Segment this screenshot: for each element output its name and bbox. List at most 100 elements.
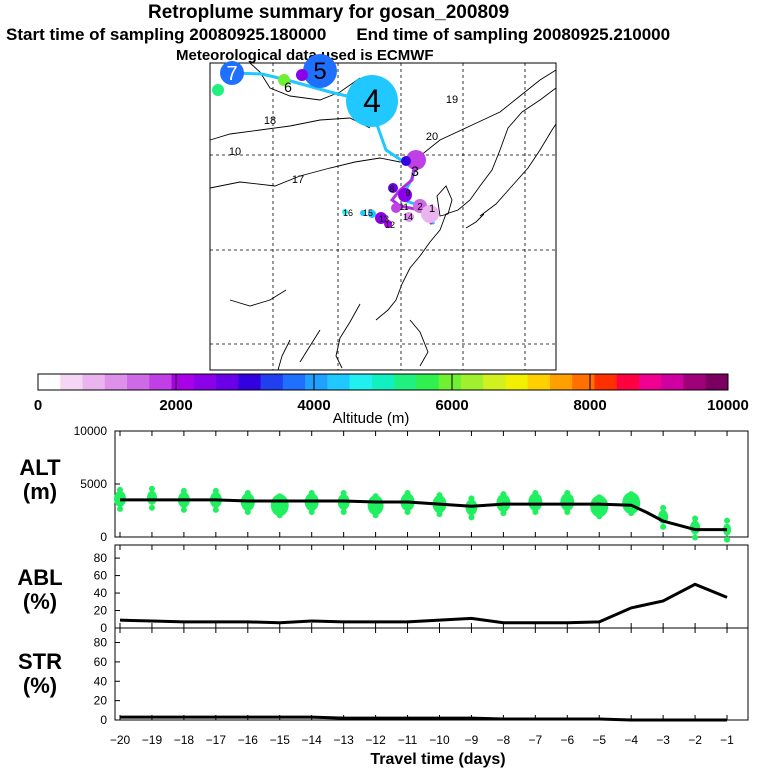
altitude-point-spread [340,509,347,516]
altitude-point-spread [148,485,155,492]
x-tick-label: −18 [174,733,195,747]
colorbar-swatch [683,374,707,390]
colorbar-swatch [572,374,595,390]
x-axis-label: Travel time (days) [370,751,505,768]
altitude-point-spread [564,509,571,516]
altitude-point-spread [596,494,603,501]
altitude-point-spread [212,506,219,513]
country-border [209,117,371,141]
x-tick-label: −19 [142,733,163,747]
map-label-20: 20 [426,131,438,143]
y-tick-label: 0 [100,713,107,727]
x-tick-label: −11 [398,733,418,747]
start-time-label: Start time of sampling 20080925.180000 [6,25,327,44]
panel-frame [114,627,749,721]
colorbar-frame [37,373,729,391]
altitude-point-spread [692,515,699,522]
plume-point-16 [342,209,348,215]
colorbar-swatch [216,374,239,390]
river-border [229,289,287,307]
map-label-15: 15 [363,208,373,218]
x-tick-label: −10 [429,733,450,747]
map-label-19: 19 [446,94,458,106]
altitude-point-spread [532,490,539,497]
colorbar-swatch [282,374,306,390]
altitude-point-spread [436,492,443,499]
map-label-2: 2 [417,202,423,213]
y-tick-label: 20 [94,604,108,618]
x-tick-label: −1 [720,733,734,747]
map-plume-labels: 7 5 4 6 3 19 20 10 17 18 15 16 13 14 12 11 8 92 1 [226,58,458,230]
altitude-point-spread [308,490,315,497]
x-tick-label: −17 [206,733,227,747]
coastline-japan [465,123,557,229]
alt-panel-label: ALT (m) [12,456,68,504]
altitude-point-spread [500,491,507,498]
colorbar-tick-label: 4000 [297,397,330,414]
colorbar-swatch [260,374,284,390]
plume-point-7 [220,61,244,85]
y-tick-label: 40 [94,674,108,688]
colorbar-swatch [60,374,84,390]
abl-label-line2: (%) [22,589,58,614]
altitude-point-spread [660,523,667,530]
x-tick-label: −13 [333,733,354,747]
plume-point-15 [368,210,376,218]
altitude-point-spread [148,504,155,511]
panel-frame [114,544,749,629]
map-label-9: 9 [405,188,410,198]
colorbar-swatch [483,374,506,390]
end-time-label: End time of sampling 20080925.210000 [356,25,671,44]
y-tick-label: 0 [100,530,107,544]
map-label-16: 16 [343,208,353,218]
plume-point-5 [303,54,337,88]
chart-title: Retroplume summary for gosan_200809 [148,2,510,23]
x-tick-label: −5 [592,733,606,747]
altitude-point-spread [404,490,411,497]
map-panel: 7 5 4 6 3 19 20 10 17 18 15 16 13 14 12 11 8 92 1 [209,54,557,371]
altitude-point-spread [180,506,187,513]
altitude-point-spread [500,510,507,517]
colorbar-swatch [104,374,128,390]
plume-point-9 [398,188,412,202]
x-tick-label: −4 [624,733,638,747]
plume-point-3 [406,150,426,170]
altitude-point-spread [404,509,411,516]
colorbar-swatch [82,374,106,390]
colorbar-swatch [594,374,618,390]
colorbar-swatch [527,374,551,390]
colorbar-tick-label: 6000 [435,397,468,414]
colorbar-tick-label: 8000 [573,397,606,414]
map-label-14: 14 [403,212,413,222]
altitude-point-spread [468,495,475,502]
altitude-point-spread [117,486,123,493]
altitude-point-spread [308,509,315,516]
colorbar-swatch [638,374,662,390]
y-tick-label: 10000 [74,424,108,438]
y-tick-label: 5000 [80,477,107,491]
plume-point-3b [401,156,411,166]
colorbar-swatch [549,374,573,390]
x-tick-label: −8 [497,733,511,747]
plume-point-4 [346,75,398,127]
plume-point-6c [212,84,224,96]
y-tick-label: 60 [94,569,108,583]
altitude-point [146,490,157,505]
colorbar-swatch [305,374,328,390]
colorbar-swatch [661,374,684,390]
colorbar-swatch [616,374,640,390]
plume-point-15b [360,210,366,216]
altitude-point-spread [628,491,635,498]
map-label-8: 8 [389,184,394,194]
altitude-point-spread [180,487,187,494]
sampling-times: Start time of sampling 20080925.180000 En… [6,25,768,45]
colorbar-swatch [416,374,440,390]
y-tick-label: 60 [94,655,108,669]
panel-frame [114,430,749,538]
y-tick-label: 80 [94,551,108,565]
altitude-point-spread [244,509,251,516]
panel-abl: 80 60 40 20 0 [94,544,749,635]
colorbar-swatch [705,374,729,390]
